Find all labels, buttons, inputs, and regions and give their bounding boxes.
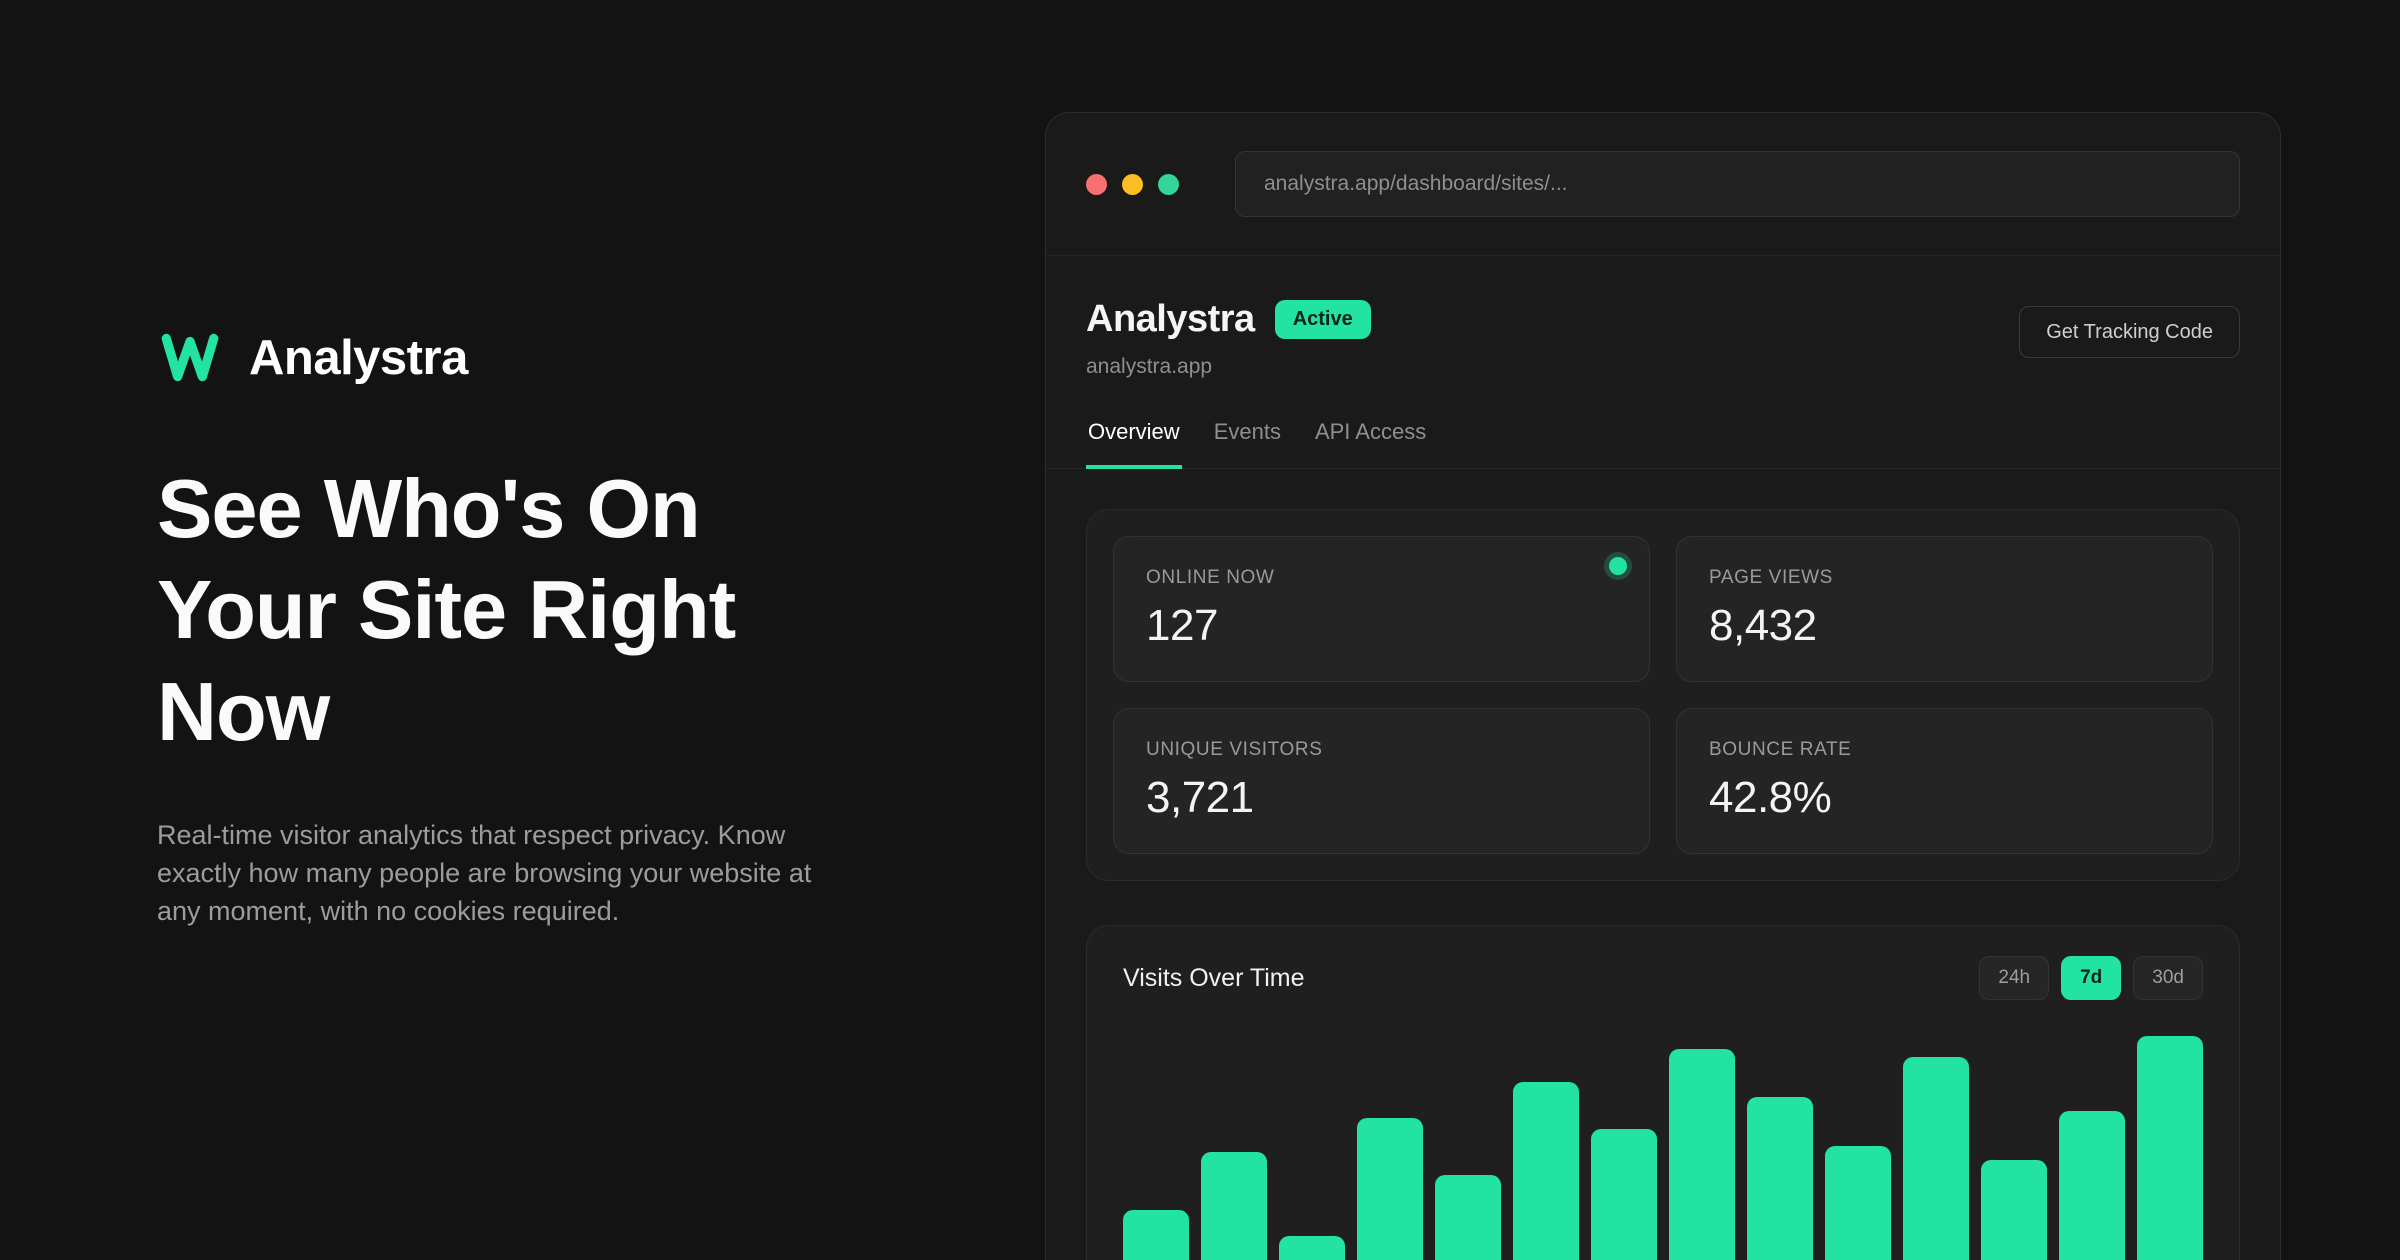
hero-description: Real-time visitor analytics that respect… [157, 819, 812, 927]
chart-bar [1357, 1118, 1423, 1260]
chart-bar [1279, 1236, 1345, 1260]
site-title: Analystra [1086, 298, 1255, 340]
window-close-dot-icon[interactable] [1086, 173, 1107, 195]
url-text: analystra.app/dashboard/sites/... [1264, 172, 1568, 195]
tab-events[interactable]: Events [1213, 419, 1281, 444]
chart-bar [1591, 1129, 1657, 1260]
stat-value: 42.8% [1709, 773, 1832, 822]
stat-label: UNIQUE VISITORS [1146, 739, 1323, 760]
window-zoom-dot-icon[interactable] [1158, 173, 1179, 195]
analystra-logo-icon [157, 328, 223, 388]
chart-bar [1513, 1082, 1579, 1260]
tab-overview[interactable]: Overview [1086, 419, 1182, 469]
hero-section: Analystra See Who's On Your Site Right N… [157, 328, 877, 931]
stat-online-now: ONLINE NOW 127 [1113, 536, 1650, 682]
brand: Analystra [157, 328, 877, 388]
chart-bar [1123, 1210, 1189, 1260]
url-bar[interactable]: analystra.app/dashboard/sites/... [1235, 151, 2240, 217]
stats-card: ONLINE NOW 127 PAGE VIEWS 8,432 UNIQUE V… [1086, 509, 2240, 881]
stat-page-views: PAGE VIEWS 8,432 [1676, 536, 2213, 682]
window-controls [1086, 173, 1179, 195]
dashboard-header: Analystra Active analystra.app Get Track… [1046, 256, 2280, 379]
dashboard-content: ONLINE NOW 127 PAGE VIEWS 8,432 UNIQUE V… [1046, 469, 2280, 1260]
chart-bar [2137, 1036, 2203, 1260]
chart-title: Visits Over Time [1123, 963, 1305, 992]
brand-name: Analystra [249, 331, 468, 385]
get-tracking-code-button[interactable]: Get Tracking Code [2019, 306, 2240, 358]
dashboard: Analystra Active analystra.app Get Track… [1046, 256, 2280, 1260]
stat-unique-visitors: UNIQUE VISITORS 3,721 [1113, 708, 1650, 854]
range-7d-button[interactable]: 7d [2061, 956, 2122, 1000]
stat-value: 127 [1146, 601, 1218, 650]
chart-bar [1201, 1152, 1267, 1260]
chart-bar [1981, 1160, 2047, 1260]
stat-label: PAGE VIEWS [1709, 567, 1833, 588]
site-identity: Analystra Active analystra.app [1086, 298, 1371, 379]
dashboard-tabs: Overview Events API Access [1046, 419, 2280, 469]
chart-bar [1903, 1057, 1969, 1260]
visits-chart-card: Visits Over Time 24h 7d 30d [1086, 925, 2240, 1260]
range-24h-button[interactable]: 24h [1979, 956, 2050, 1000]
window-minimize-dot-icon[interactable] [1122, 173, 1143, 195]
chart-bar [2059, 1111, 2125, 1260]
browser-chrome: analystra.app/dashboard/sites/... [1046, 113, 2280, 256]
tab-api-access[interactable]: API Access [1314, 419, 1427, 444]
chart-bar [1435, 1175, 1501, 1260]
chart-bar [1747, 1097, 1813, 1260]
browser-window: analystra.app/dashboard/sites/... Analys… [1045, 112, 2281, 1260]
stat-value: 8,432 [1709, 601, 1817, 650]
range-selector: 24h 7d 30d [1979, 956, 2203, 1000]
site-domain: analystra.app [1086, 355, 1213, 378]
stat-value: 3,721 [1146, 773, 1254, 822]
live-indicator-dot-icon [1609, 557, 1627, 575]
range-30d-button[interactable]: 30d [2133, 956, 2203, 1000]
chart-bar [1825, 1146, 1891, 1260]
stat-bounce-rate: BOUNCE RATE 42.8% [1676, 708, 2213, 854]
status-badge: Active [1274, 300, 1371, 339]
bar-chart [1123, 1036, 2203, 1260]
chart-header: Visits Over Time 24h 7d 30d [1123, 956, 2203, 1000]
hero-heading: See Who's On Your Site Right Now [157, 462, 736, 758]
stat-label: BOUNCE RATE [1709, 739, 1852, 760]
chart-bar [1669, 1049, 1735, 1260]
stat-label: ONLINE NOW [1146, 567, 1275, 588]
